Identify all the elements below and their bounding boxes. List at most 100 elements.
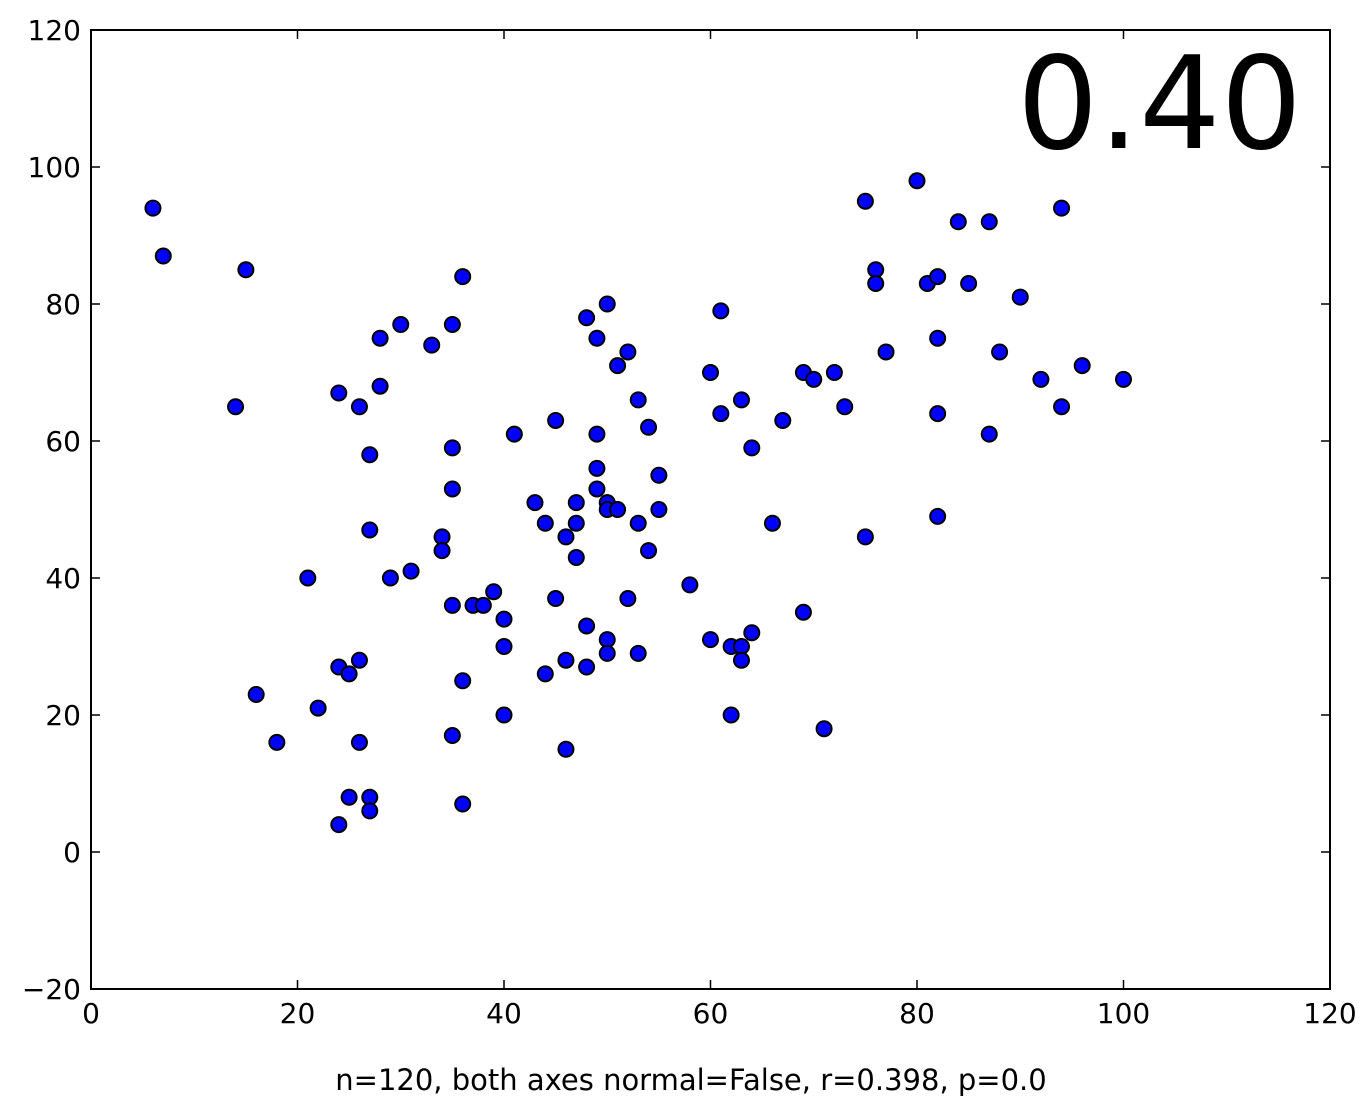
data-point bbox=[825, 364, 843, 381]
y-tick-label: 100 bbox=[28, 151, 81, 184]
data-point bbox=[929, 268, 947, 286]
data-point bbox=[681, 576, 699, 594]
data-point bbox=[929, 329, 947, 347]
y-tick-label: 60 bbox=[45, 425, 81, 458]
data-point bbox=[526, 494, 544, 512]
y-tick-label: 0 bbox=[63, 836, 81, 869]
data-point bbox=[1053, 398, 1071, 416]
data-point bbox=[443, 316, 461, 334]
data-point bbox=[268, 733, 286, 751]
data-point bbox=[392, 316, 410, 334]
data-point bbox=[856, 192, 874, 210]
data-point bbox=[980, 213, 998, 231]
data-point bbox=[330, 816, 348, 834]
data-point bbox=[712, 302, 730, 320]
data-point bbox=[722, 706, 740, 724]
data-point bbox=[144, 199, 162, 217]
data-point bbox=[619, 343, 637, 361]
data-point bbox=[557, 740, 575, 758]
data-point bbox=[598, 644, 616, 662]
data-point bbox=[702, 631, 719, 649]
x-tick-label: 80 bbox=[899, 997, 935, 1030]
x-tick-labels: 0 20 40 60 80 100 120 bbox=[82, 997, 1357, 1030]
correlation-annotation: 0.40 bbox=[1017, 30, 1302, 179]
data-point bbox=[567, 548, 585, 566]
x-axis-label: n=120, both axes normal=False, r=0.398, … bbox=[335, 1063, 1046, 1097]
data-point bbox=[536, 514, 554, 532]
data-point bbox=[578, 617, 596, 635]
data-point bbox=[702, 364, 719, 381]
data-point bbox=[867, 274, 885, 292]
data-point bbox=[443, 596, 461, 614]
data-point bbox=[598, 295, 616, 313]
x-tick-label: 60 bbox=[693, 997, 729, 1030]
y-tick-label: −20 bbox=[22, 973, 81, 1006]
x-tick-label: 40 bbox=[486, 997, 522, 1030]
data-point bbox=[371, 377, 389, 395]
data-point bbox=[454, 672, 472, 690]
data-point bbox=[774, 411, 792, 429]
data-point bbox=[309, 699, 327, 717]
x-tick-label: 100 bbox=[1097, 997, 1150, 1030]
data-point bbox=[856, 528, 874, 546]
data-point bbox=[402, 562, 420, 580]
data-point bbox=[650, 466, 668, 484]
data-point bbox=[340, 665, 358, 683]
data-point bbox=[949, 213, 967, 231]
data-point bbox=[1073, 357, 1091, 375]
data-point bbox=[557, 528, 575, 546]
data-point bbox=[567, 494, 585, 512]
data-point bbox=[505, 425, 523, 443]
data-point bbox=[547, 411, 565, 429]
data-point bbox=[361, 446, 379, 464]
data-point bbox=[908, 172, 926, 190]
data-point bbox=[650, 501, 668, 518]
data-point bbox=[371, 329, 389, 347]
data-point bbox=[443, 727, 461, 745]
data-point bbox=[1011, 288, 1029, 306]
data-point bbox=[154, 247, 172, 265]
data-point bbox=[805, 370, 823, 388]
data-point bbox=[547, 590, 565, 608]
data-point bbox=[629, 644, 647, 662]
data-point bbox=[340, 788, 358, 806]
data-point bbox=[330, 384, 348, 402]
data-point bbox=[1115, 370, 1132, 388]
data-point bbox=[629, 514, 647, 532]
data-point bbox=[588, 459, 606, 477]
data-point bbox=[929, 507, 947, 525]
x-tick-label: 120 bbox=[1303, 997, 1356, 1030]
data-point bbox=[433, 542, 451, 560]
data-point bbox=[929, 405, 947, 423]
plot-area bbox=[91, 30, 1330, 989]
data-point bbox=[495, 610, 513, 628]
data-point bbox=[763, 514, 781, 532]
data-point bbox=[350, 398, 368, 416]
data-point bbox=[619, 590, 637, 608]
data-point bbox=[381, 569, 399, 587]
data-point bbox=[743, 624, 761, 642]
data-point bbox=[350, 733, 368, 751]
data-point bbox=[794, 603, 812, 621]
data-point bbox=[1032, 370, 1050, 388]
data-point bbox=[361, 802, 379, 820]
data-point bbox=[361, 521, 379, 539]
data-point bbox=[578, 658, 596, 676]
data-point bbox=[960, 274, 978, 292]
data-point bbox=[991, 343, 1009, 361]
data-point bbox=[495, 706, 513, 724]
data-point bbox=[536, 665, 554, 683]
data-point bbox=[495, 638, 513, 655]
data-point bbox=[247, 685, 265, 703]
data-point bbox=[1053, 199, 1071, 217]
data-point bbox=[588, 480, 606, 498]
data-point bbox=[640, 542, 658, 560]
data-points bbox=[144, 172, 1132, 834]
y-tick-label: 80 bbox=[45, 288, 81, 321]
data-point bbox=[299, 569, 317, 587]
x-tick-label: 20 bbox=[280, 997, 316, 1030]
y-tick-labels: −20 0 20 40 60 80 100 120 bbox=[22, 14, 81, 1006]
data-point bbox=[485, 583, 503, 601]
data-point bbox=[557, 651, 575, 669]
